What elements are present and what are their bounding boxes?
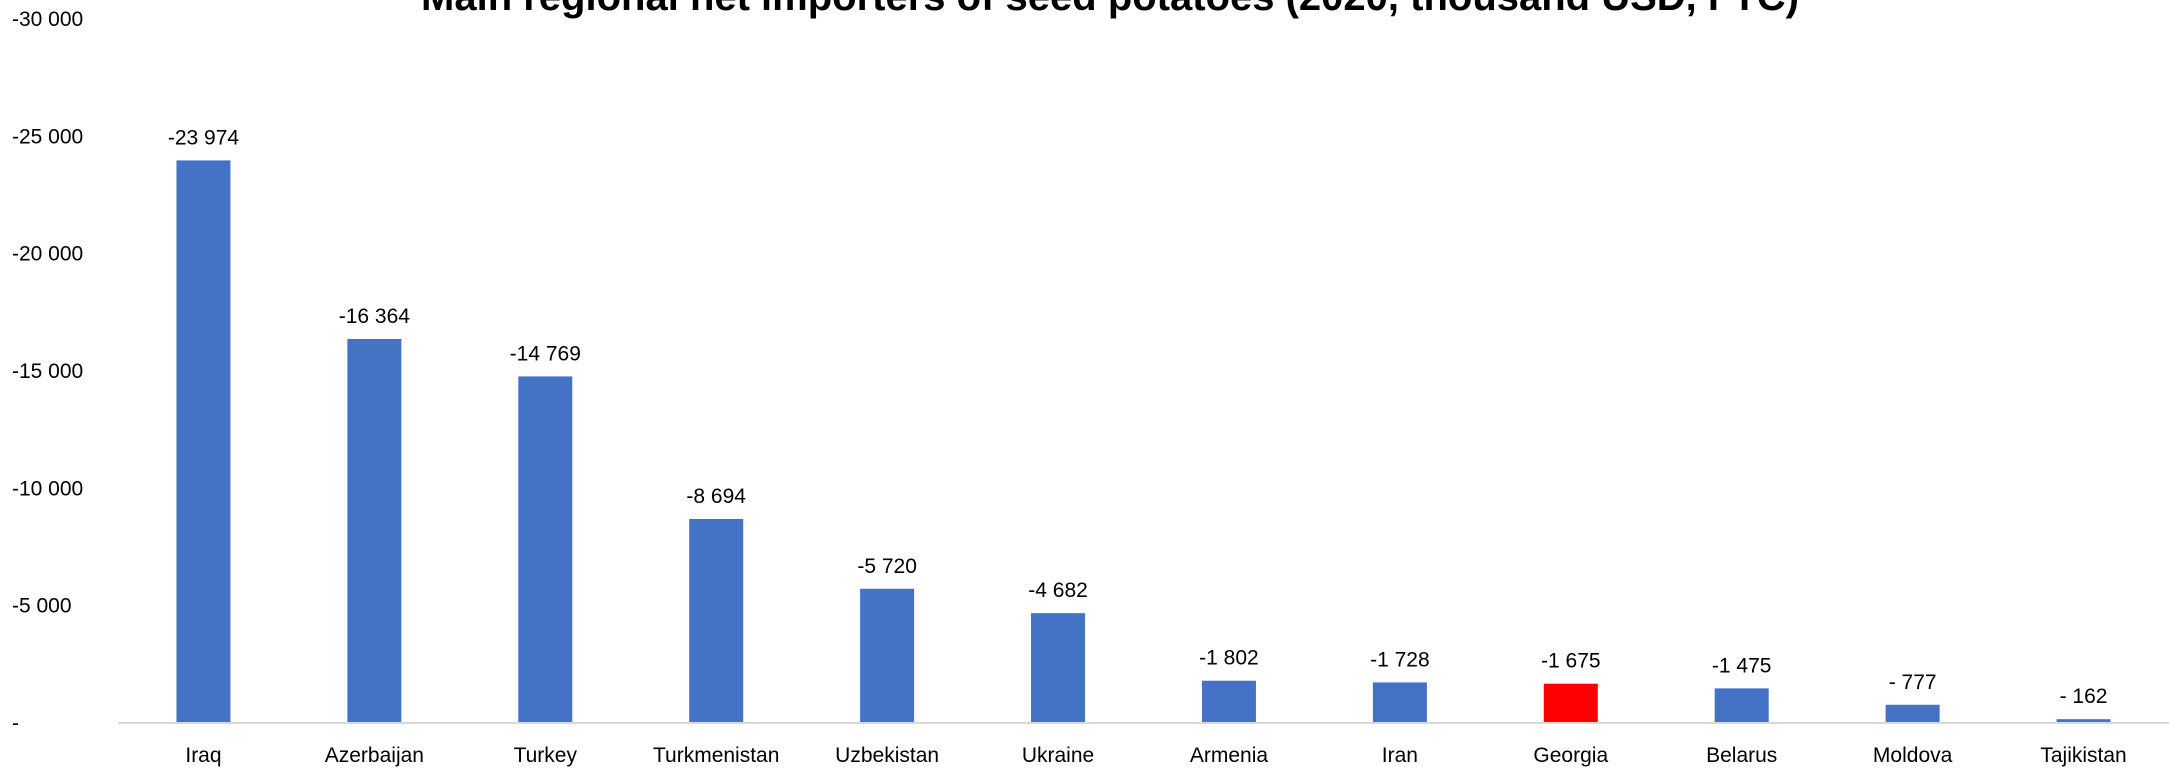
x-tick-label: Armenia: [1190, 744, 1269, 767]
bars: [176, 160, 2111, 723]
x-tick-label: Turkey: [514, 744, 578, 767]
data-labels: -23 974 -16 364 -14 769 -8 694 -5 720 -4 682 -…: [168, 126, 2108, 708]
x-tick-label: Belarus: [1706, 744, 1777, 767]
data-label: -14 769: [510, 342, 581, 365]
data-label: -5 720: [857, 555, 917, 578]
y-tick-label: -: [12, 712, 19, 735]
x-tick-label: Azerbaijan: [325, 744, 424, 767]
y-tick-label: -30 000: [12, 8, 83, 31]
x-tick-label: Iran: [1382, 744, 1418, 767]
bar: [689, 518, 744, 723]
bar: [1885, 704, 1940, 723]
bar: [2056, 719, 2111, 723]
bar: [176, 160, 231, 723]
x-tick-label: Uzbekistan: [835, 744, 939, 767]
data-label: -1 802: [1199, 647, 1259, 670]
x-tick-label: Iraq: [185, 744, 221, 767]
y-tick-label: -5 000: [12, 595, 72, 618]
y-tick-label: -10 000: [12, 477, 83, 500]
data-label: -16 364: [339, 305, 411, 328]
y-tick-label: -25 000: [12, 125, 83, 148]
y-tick-label: -20 000: [12, 243, 83, 266]
bar: [1714, 688, 1769, 723]
data-label: -8 694: [686, 485, 746, 508]
bar: [1201, 680, 1256, 723]
x-tick-label: Georgia: [1533, 744, 1608, 767]
bar: [1543, 683, 1598, 723]
x-tick-label: Ukraine: [1022, 744, 1094, 767]
y-axis-ticks: - -5 000 -10 000 -15 000 -20 000 -25 000 -30 0…: [12, 8, 83, 735]
data-label: - 777: [1889, 671, 1937, 694]
y-tick-label: -15 000: [12, 360, 83, 383]
bar: [1372, 682, 1427, 723]
bar: [1031, 613, 1086, 723]
data-label: -1 475: [1712, 654, 1772, 677]
x-tick-label: Tajikistan: [2040, 744, 2126, 767]
bar: [860, 588, 915, 723]
data-label: - 162: [2060, 685, 2108, 708]
data-label: -4 682: [1028, 579, 1088, 602]
data-label: -1 728: [1370, 648, 1430, 671]
bar: [347, 338, 402, 723]
x-axis-labels: Iraq Azerbaijan Turkey Turkmenistan Uzbekist…: [185, 744, 2126, 767]
data-label: -23 974: [168, 126, 240, 149]
x-tick-label: Turkmenistan: [653, 744, 779, 767]
x-tick-label: Moldova: [1873, 744, 1953, 767]
bar: [518, 376, 573, 723]
chart-title: Main regional net importers of seed pota…: [421, 0, 1799, 19]
data-label: -1 675: [1541, 650, 1601, 673]
